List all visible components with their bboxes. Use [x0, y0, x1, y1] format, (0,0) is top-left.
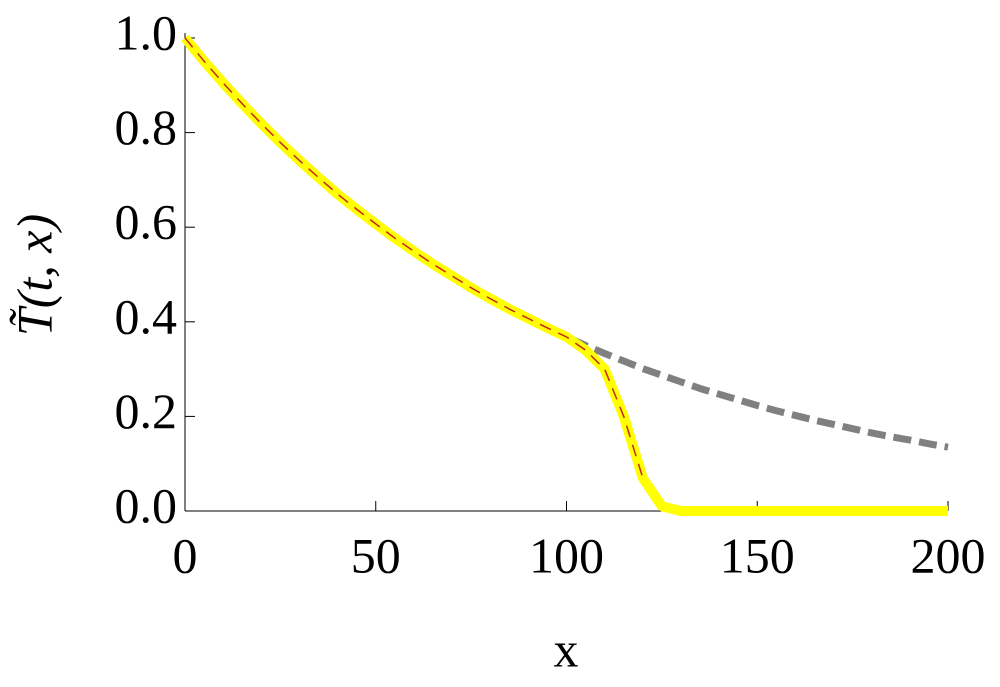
x-tick-label: 150: [720, 527, 795, 583]
x-tick-label: 200: [911, 527, 986, 583]
x-tick-label: 0: [173, 527, 198, 583]
series-line: [181, 34, 948, 516]
y-tick-label: 0.6: [115, 194, 178, 250]
y-tick-label: 0.4: [115, 288, 178, 344]
y-tick-label: 0.0: [115, 477, 178, 533]
x-tick-label: 50: [351, 527, 401, 583]
series-line: [184, 37, 644, 479]
y-tick-label: 1.0: [115, 4, 178, 60]
x-tick-label: 100: [529, 527, 604, 583]
series-line: [182, 35, 949, 451]
x-axis-label: x: [554, 621, 579, 677]
y-tick-label: 0.2: [115, 383, 178, 439]
y-tick-label: 0.8: [115, 99, 178, 155]
y-axis-label: T̃(t, x): [6, 214, 62, 336]
